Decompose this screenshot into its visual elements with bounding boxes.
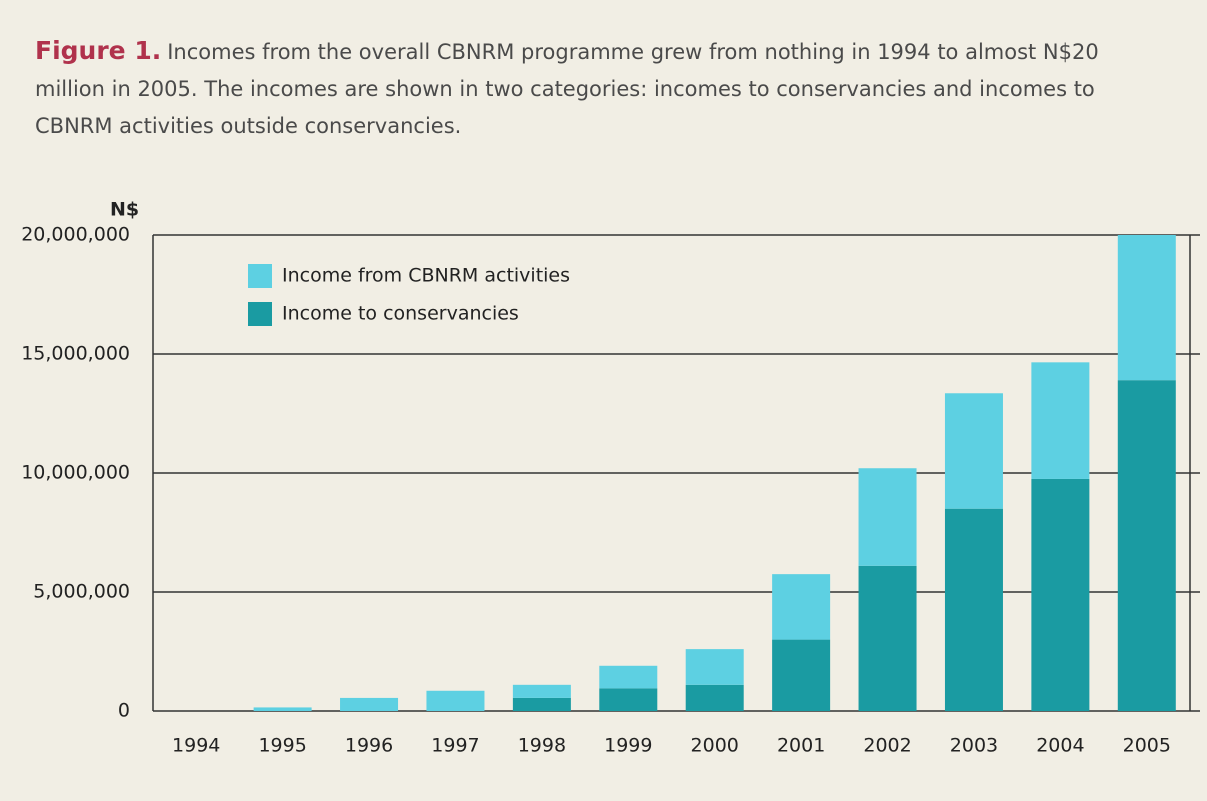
bar-segment <box>512 697 571 711</box>
x-tick-label: 2003 <box>950 735 998 757</box>
x-tick-label: 2002 <box>863 735 911 757</box>
bar-segment <box>1031 478 1090 711</box>
bar-segment <box>685 684 744 711</box>
y-axis-label: N$ <box>110 199 139 221</box>
bar-segment <box>772 574 831 640</box>
y-tick-label: 20,000,000 <box>21 224 130 246</box>
bar-segment <box>1117 380 1176 711</box>
x-tick-label: 1995 <box>258 735 306 757</box>
bar-segment <box>944 508 1003 711</box>
bar-segment <box>944 393 1003 509</box>
y-tick-label: 0 <box>118 700 130 722</box>
x-tick-label: 1997 <box>431 735 479 757</box>
x-tick-label: 2005 <box>1123 735 1171 757</box>
bar-segment <box>426 690 485 711</box>
bar-segment <box>340 697 399 711</box>
bar-segment <box>253 707 312 711</box>
bar-segment <box>599 688 658 711</box>
x-tick-label: 1999 <box>604 735 652 757</box>
y-tick-label: 10,000,000 <box>21 462 130 484</box>
bar-segment <box>685 649 744 685</box>
x-tick-label: 1996 <box>345 735 393 757</box>
chart-subtitle: Incomes from the overall CBNRM programme… <box>35 40 1099 138</box>
bar-segment <box>512 684 571 698</box>
x-tick-label: 1994 <box>172 735 220 757</box>
bar-segment <box>1117 235 1176 381</box>
bar-segment <box>1031 362 1090 479</box>
bar-segment <box>772 639 831 711</box>
bar-segment <box>599 665 658 689</box>
y-tick-label: 15,000,000 <box>21 343 130 365</box>
bar-segment <box>858 565 917 711</box>
chart-title: Figure 1. <box>35 36 162 65</box>
bar-segment <box>858 468 917 566</box>
x-tick-label: 2004 <box>1036 735 1084 757</box>
x-tick-label: 2000 <box>691 735 739 757</box>
x-tick-label: 2001 <box>777 735 825 757</box>
legend-label: Income to conservancies <box>282 303 519 325</box>
legend-swatch <box>248 302 272 326</box>
y-tick-label: 5,000,000 <box>33 581 130 603</box>
legend-label: Income from CBNRM activities <box>282 265 570 287</box>
caption: Figure 1. Incomes from the overall CBNRM … <box>35 32 1135 145</box>
legend-swatch <box>248 264 272 288</box>
x-tick-label: 1998 <box>518 735 566 757</box>
